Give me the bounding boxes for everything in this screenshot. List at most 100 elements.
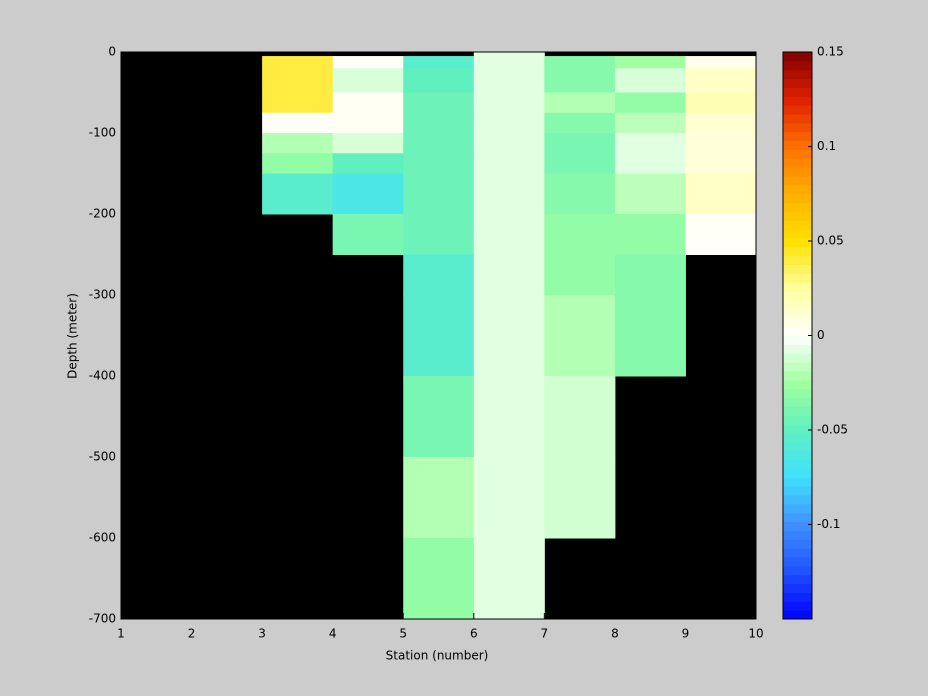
heat-cell xyxy=(403,92,475,114)
heat-cell xyxy=(403,173,475,215)
heat-cell xyxy=(262,133,334,154)
x-tick-label: 8 xyxy=(611,627,619,641)
colorbar-tick-label: 0.15 xyxy=(817,45,844,59)
colorbar-swatch xyxy=(783,282,812,292)
heat-cell xyxy=(473,254,545,296)
colorbar-tick-label: -0.05 xyxy=(817,423,848,437)
heat-cell xyxy=(544,92,616,114)
colorbar-swatch xyxy=(783,530,812,540)
heat-cell xyxy=(262,173,334,215)
heat-cell xyxy=(544,153,616,174)
colorbar-swatch xyxy=(783,78,812,88)
x-tick-label: 4 xyxy=(329,627,337,641)
colorbar-tick-label: 0.1 xyxy=(817,139,836,153)
colorbar-swatch xyxy=(783,468,812,478)
heat-cell xyxy=(403,457,475,539)
heat-cell xyxy=(544,56,616,69)
heat-cell xyxy=(332,173,404,215)
colorbar-swatch xyxy=(783,193,812,204)
colorbar-swatch xyxy=(783,184,812,195)
colorbar-swatch xyxy=(783,202,812,212)
colorbar-swatch xyxy=(783,105,812,115)
colorbar-swatch xyxy=(783,353,812,363)
heat-cell xyxy=(262,112,334,134)
colorbar-swatch xyxy=(783,592,812,602)
colorbar-swatch xyxy=(783,326,812,336)
colorbar-swatch xyxy=(783,441,812,452)
heat-cell xyxy=(685,173,757,215)
colorbar-swatch xyxy=(783,370,812,381)
colorbar-swatch xyxy=(783,131,812,142)
heat-cell xyxy=(614,112,686,134)
heat-cell xyxy=(685,112,757,134)
heat-cell xyxy=(685,214,757,255)
colorbar-swatch xyxy=(783,264,812,274)
y-tick-label: 0 xyxy=(108,45,116,59)
colorbar-swatch xyxy=(783,246,812,257)
axes-frame xyxy=(120,51,757,620)
heat-cell xyxy=(544,376,616,458)
heat-cell xyxy=(262,153,334,174)
colorbar-swatch xyxy=(783,556,812,567)
colorbar-swatch xyxy=(783,512,812,523)
x-tick-label: 1 xyxy=(117,627,125,641)
colorbar-swatch xyxy=(783,317,812,328)
heat-cell xyxy=(403,254,475,296)
heat-cell xyxy=(262,68,334,77)
colorbar-swatch xyxy=(783,291,812,301)
colorbar-swatch xyxy=(783,486,812,496)
heat-cell xyxy=(614,254,686,296)
colorbar-swatch xyxy=(783,87,812,97)
colorbar-swatch xyxy=(783,300,812,310)
heat-cell xyxy=(332,92,404,114)
colorbar-swatch xyxy=(783,344,812,354)
heat-cell xyxy=(473,52,545,57)
colorbar-swatch xyxy=(783,539,812,549)
colorbar-tick-label: 0 xyxy=(817,328,825,342)
heat-cell xyxy=(332,56,404,69)
heat-cell xyxy=(473,68,545,77)
x-tick-label: 2 xyxy=(188,627,196,641)
heat-cell xyxy=(473,214,545,255)
y-tick-label: -300 xyxy=(89,288,116,302)
heat-cell xyxy=(544,254,616,296)
colorbar-swatch xyxy=(783,96,812,106)
colorbar-swatch xyxy=(783,176,812,186)
colorbar-swatch xyxy=(783,503,812,514)
colorbar-tick-label: 0.05 xyxy=(817,234,844,248)
heat-cell xyxy=(332,112,404,134)
colorbar-swatch xyxy=(783,459,812,469)
heat-cell xyxy=(544,457,616,539)
x-tick-label: 6 xyxy=(470,627,478,641)
heat-cell xyxy=(473,538,545,620)
heat-cell xyxy=(473,376,545,458)
heat-cell xyxy=(614,56,686,69)
heat-cell xyxy=(403,214,475,255)
colorbar-swatch xyxy=(783,379,812,390)
heat-cell xyxy=(473,112,545,134)
colorbar-swatch xyxy=(783,238,812,248)
colorbar-swatch xyxy=(783,158,812,168)
heat-cell xyxy=(473,173,545,215)
heat-cell xyxy=(403,376,475,458)
colorbar-swatch xyxy=(783,140,812,150)
heat-cell xyxy=(685,56,757,69)
x-tick-label: 5 xyxy=(399,627,407,641)
heat-cell xyxy=(403,295,475,377)
heat-cell xyxy=(332,76,404,93)
colorbar-swatch xyxy=(783,406,812,416)
colorbar-swatch xyxy=(783,574,812,585)
colorbar-swatch xyxy=(783,521,812,531)
heat-cell xyxy=(332,153,404,174)
heat-cell xyxy=(473,153,545,174)
colorbar-swatch xyxy=(783,450,812,461)
colorbar-swatch xyxy=(783,149,812,159)
heat-cell xyxy=(614,153,686,174)
y-tick-label: -500 xyxy=(89,450,116,464)
heat-cell xyxy=(544,68,616,77)
colorbar-swatch xyxy=(783,494,812,505)
colorbar-swatch xyxy=(783,548,812,558)
heat-cell xyxy=(262,56,334,69)
colorbar-swatch xyxy=(783,610,812,620)
